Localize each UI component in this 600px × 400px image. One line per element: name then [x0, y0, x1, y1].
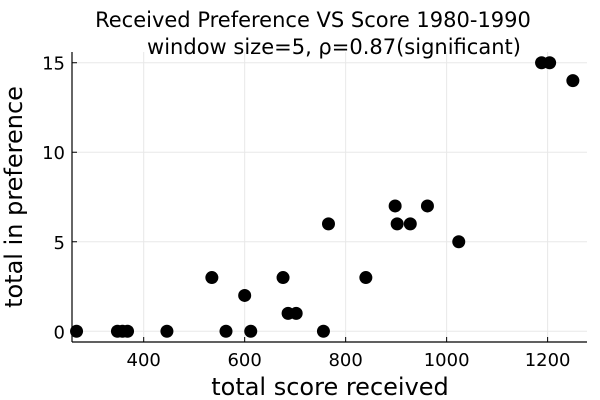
axes	[71, 52, 587, 343]
data-point	[276, 271, 290, 285]
ticks: 400 600 800 1000 1200 0 5 10 15	[42, 54, 570, 371]
data-point	[205, 271, 219, 285]
data-points	[70, 56, 580, 338]
x-tick-label: 600	[227, 350, 261, 371]
data-point	[566, 74, 580, 88]
x-tick-label: 400	[127, 350, 161, 371]
data-point	[244, 324, 258, 338]
data-point	[390, 217, 404, 231]
data-point	[70, 324, 84, 338]
data-point	[359, 271, 373, 285]
y-tick-label: 5	[54, 233, 65, 254]
data-point	[121, 324, 135, 338]
data-point	[160, 324, 174, 338]
y-tick-label: 0	[54, 322, 65, 343]
data-point	[420, 199, 434, 213]
chart-title: Received Preference VS Score 1980-1990	[95, 8, 531, 32]
x-axis-label: total score received	[211, 373, 449, 400]
grid	[72, 52, 587, 342]
y-tick-label: 10	[42, 143, 65, 164]
data-point	[289, 306, 303, 320]
chart-subtitle: window size=5, ρ=0.87(significant)	[147, 35, 521, 59]
x-tick-label: 1200	[525, 350, 571, 371]
data-point	[219, 324, 233, 338]
data-point	[316, 324, 330, 338]
data-point	[238, 288, 252, 302]
x-tick-label: 1000	[424, 350, 470, 371]
y-tick-label: 15	[42, 54, 65, 75]
data-point	[452, 235, 466, 249]
data-point	[321, 217, 335, 231]
data-point	[403, 217, 417, 231]
data-point	[543, 56, 557, 70]
x-tick-label: 800	[328, 350, 362, 371]
data-point	[388, 199, 402, 213]
y-axis-label: total in preference	[0, 86, 28, 308]
